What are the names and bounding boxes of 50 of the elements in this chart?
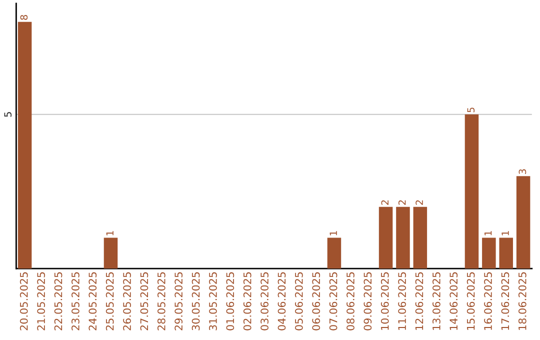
data-label: 1 (484, 231, 492, 236)
x-tick-label: 29.05.2025 (174, 272, 183, 330)
data-label: 5 (467, 108, 475, 112)
data-label: 2 (398, 200, 406, 205)
x-tick-label: 10.06.2025 (380, 272, 389, 330)
data-label: 2 (381, 200, 388, 205)
x-tick-label: 11.06.2025 (398, 272, 406, 330)
x-tick-label: 25.05.2025 (106, 272, 114, 330)
x-tick-label: 12.06.2025 (415, 272, 424, 330)
x-tick-label: 02.06.2025 (243, 272, 252, 330)
x-tick-label: 16.06.2025 (484, 272, 492, 330)
x-tick-label: 04.06.2025 (278, 272, 286, 330)
bar (327, 238, 342, 269)
x-tick-label: 27.05.2025 (140, 272, 148, 330)
x-tick-label: 15.06.2025 (466, 272, 475, 330)
x-tick-label: 31.05.2025 (209, 272, 217, 330)
x-tick-label: 03.06.2025 (260, 272, 268, 330)
x-tick-label: 26.05.2025 (123, 272, 131, 330)
bar (482, 238, 496, 269)
bar (464, 114, 479, 269)
x-tick-label: 21.05.2025 (37, 272, 46, 330)
x-tick-label: 05.06.2025 (294, 272, 303, 330)
x-tick-label: 13.06.2025 (432, 272, 440, 330)
x-tick-label: 23.05.2025 (72, 272, 80, 330)
data-label: 1 (330, 231, 337, 236)
data-label: 1 (502, 231, 509, 236)
data-label: 8 (20, 14, 28, 20)
bar (499, 238, 513, 269)
x-tick-label: 07.06.2025 (329, 272, 338, 330)
x-tick-label: 14.06.2025 (450, 272, 458, 330)
x-tick-label: 09.06.2025 (364, 272, 372, 330)
x-tick-label: 01.06.2025 (226, 272, 234, 330)
bar (104, 238, 118, 269)
x-tick-label: 28.05.2025 (157, 272, 166, 330)
x-tick-label: 08.06.2025 (346, 272, 354, 330)
data-label: 3 (518, 169, 526, 174)
x-tick-label: 24.05.2025 (88, 272, 97, 330)
x-tick-label: 20.05.2025 (20, 272, 28, 330)
bar (413, 206, 428, 269)
x-tick-label: 18.06.2025 (518, 272, 526, 330)
bar (378, 206, 393, 269)
bar (18, 22, 32, 269)
bar (516, 176, 530, 269)
x-tick-label: 30.05.2025 (192, 272, 200, 330)
x-tick-label: 17.06.2025 (501, 272, 510, 330)
bar (396, 206, 410, 269)
x-tick-label: 22.05.2025 (54, 272, 62, 330)
x-tick-label: 06.06.2025 (312, 272, 320, 330)
data-label: 1 (106, 231, 114, 236)
data-label: 2 (416, 200, 423, 205)
